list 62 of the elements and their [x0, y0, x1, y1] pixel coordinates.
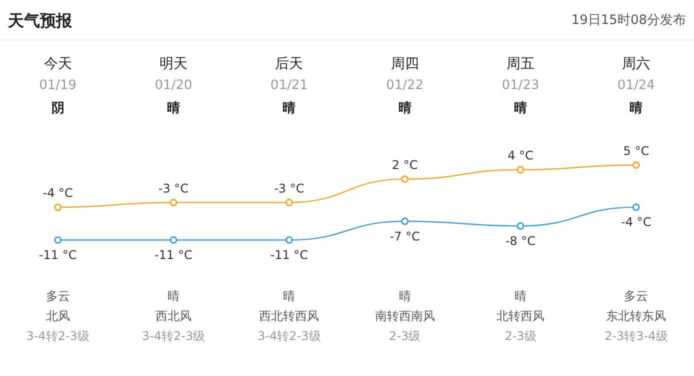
data-label: -11 °C	[270, 248, 308, 262]
text: 01/19	[39, 78, 77, 93]
chart-subtitle: 19日15时08分发布	[571, 13, 686, 28]
point	[285, 198, 293, 206]
point	[170, 198, 178, 206]
point	[632, 161, 640, 169]
text: 晴	[168, 289, 180, 303]
chart-title: 天气预报	[7, 11, 73, 30]
text: 01/20	[154, 78, 192, 93]
text: 东北转东风	[606, 309, 666, 323]
data-label: -4 °C	[621, 215, 652, 230]
text: 2-3级	[389, 329, 421, 343]
x-tick-label: 周五	[506, 56, 534, 72]
text: 西北转西风	[259, 309, 320, 323]
point	[54, 236, 62, 244]
text: 2-3转3-4级	[604, 329, 668, 343]
text: 晴	[514, 289, 526, 303]
x-tick-label: 明天	[160, 56, 188, 72]
text: 南转西南风	[374, 309, 435, 323]
text: 晴	[398, 101, 412, 116]
text: 01/24	[617, 78, 655, 93]
data-label: -4 °C	[42, 186, 73, 200]
text: 晴	[398, 289, 411, 303]
data-label: 5 °C	[623, 144, 650, 158]
point	[632, 203, 640, 211]
text: 晴	[630, 101, 643, 116]
data-label: -11 °C	[38, 248, 77, 262]
text: 晴	[514, 101, 527, 116]
text: 2-3级	[504, 329, 536, 343]
x-tick-label: 今天	[44, 56, 72, 72]
text: 多云	[46, 289, 70, 303]
data-label: 2 °C	[392, 158, 418, 172]
data-label: -3 °C	[158, 182, 189, 196]
data-label: -7 °C	[390, 229, 420, 244]
x-tick-label: 周四	[390, 56, 419, 72]
text: 01/21	[270, 78, 308, 93]
text: 01/22	[386, 78, 424, 93]
data-label: -3 °C	[274, 182, 304, 196]
data-label: -11 °C	[154, 248, 192, 262]
point	[285, 236, 293, 244]
text: 3-4转2-3级	[258, 329, 321, 343]
point	[401, 218, 409, 225]
text: 多云	[624, 289, 648, 303]
point	[401, 175, 409, 183]
point	[516, 166, 524, 174]
x-tick-label: 后天	[275, 56, 304, 72]
text: 晴	[167, 101, 180, 116]
point	[516, 222, 524, 230]
text: 晴	[282, 101, 296, 116]
text: 北转西风	[496, 309, 544, 323]
text: 西北风	[156, 309, 192, 323]
data-label: 4 °C	[508, 148, 534, 163]
text: 01/23	[502, 78, 540, 93]
text: 北风	[46, 309, 70, 323]
text: 晴	[283, 289, 296, 303]
point	[54, 203, 62, 211]
point	[170, 236, 178, 244]
text: 3-4转2-3级	[142, 329, 206, 343]
text: 3-4转2-3级	[26, 329, 90, 343]
text: 阴	[51, 101, 64, 116]
x-tick-label: 周六	[622, 56, 650, 72]
data-label: -8 °C	[505, 234, 536, 248]
